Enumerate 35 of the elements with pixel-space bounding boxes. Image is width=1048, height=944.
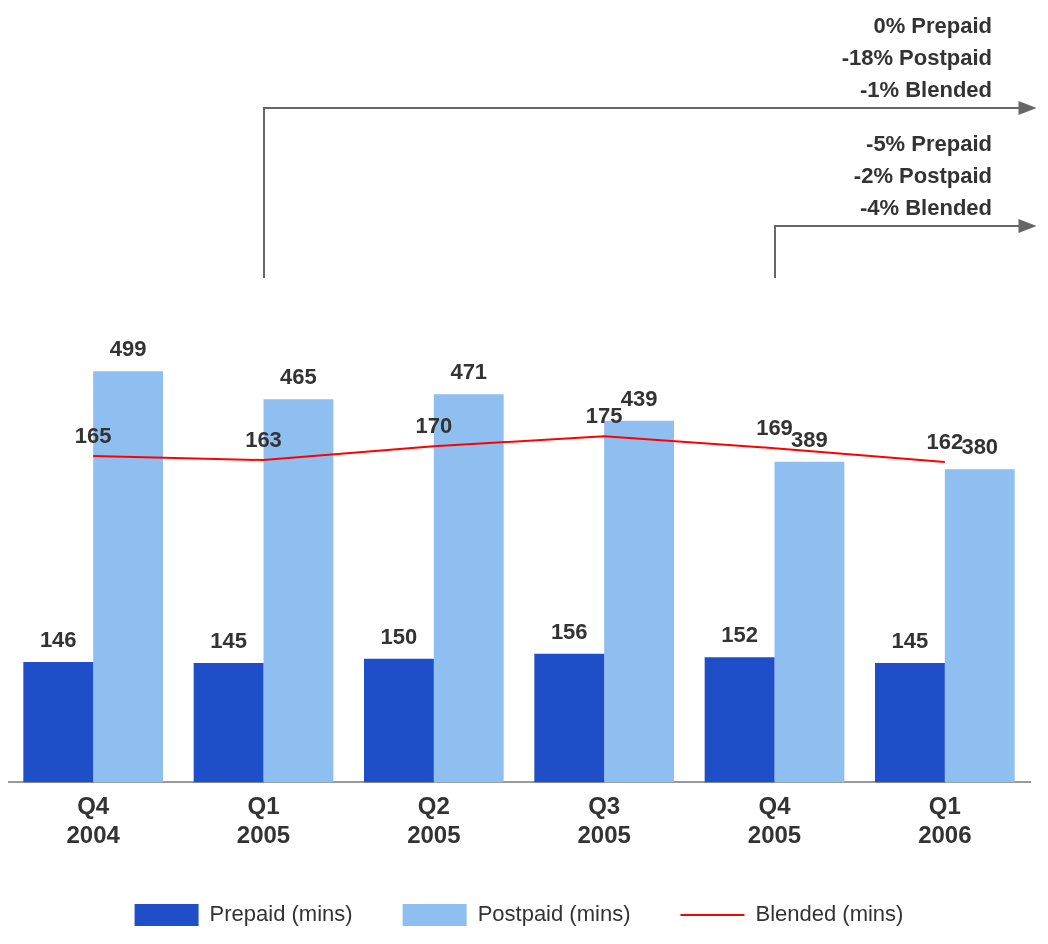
data-label: 471	[450, 359, 488, 385]
text: -5% Prepaid -2% Postpaid -4% Blended	[853, 130, 992, 222]
bar	[23, 662, 94, 783]
data-label: 165	[74, 423, 112, 449]
bar	[944, 469, 1015, 783]
legend-label: Blended (mins)	[755, 901, 904, 927]
legend-label: Prepaid (mins)	[209, 901, 353, 927]
data-label: 389	[791, 426, 828, 452]
data-label: 499	[109, 336, 147, 362]
bar	[534, 653, 605, 783]
legend-label: Postpaid (mins)	[477, 901, 631, 927]
data-label: 439	[620, 385, 658, 411]
bar	[364, 658, 434, 783]
x-tick-label: Q2 2005	[407, 792, 461, 849]
bar	[774, 461, 845, 783]
data-label: 150	[380, 623, 418, 649]
data-label: 163	[245, 427, 282, 453]
x-tick-label: Q4 2005	[747, 792, 802, 849]
data-label: 152	[721, 622, 758, 648]
bar	[704, 657, 775, 783]
data-label: 169	[756, 415, 793, 441]
data-label: 145	[891, 627, 929, 653]
data-label: 145	[210, 627, 247, 653]
x-tick-label: Q1 2005	[236, 792, 291, 849]
bar	[193, 662, 264, 783]
bar	[875, 662, 945, 783]
x-tick-label: Q3 2005	[577, 792, 631, 849]
data-label: 175	[585, 403, 623, 429]
data-label: 465	[280, 364, 317, 390]
x-tick-label: Q1 2006	[918, 792, 972, 849]
data-label: 380	[961, 434, 999, 460]
x-tick-label: Q4 2004	[66, 792, 121, 849]
data-label: 146	[39, 627, 77, 653]
text: 0% Prepaid -18% Postpaid -1% Blended	[841, 12, 992, 104]
data-label: 156	[550, 618, 588, 644]
